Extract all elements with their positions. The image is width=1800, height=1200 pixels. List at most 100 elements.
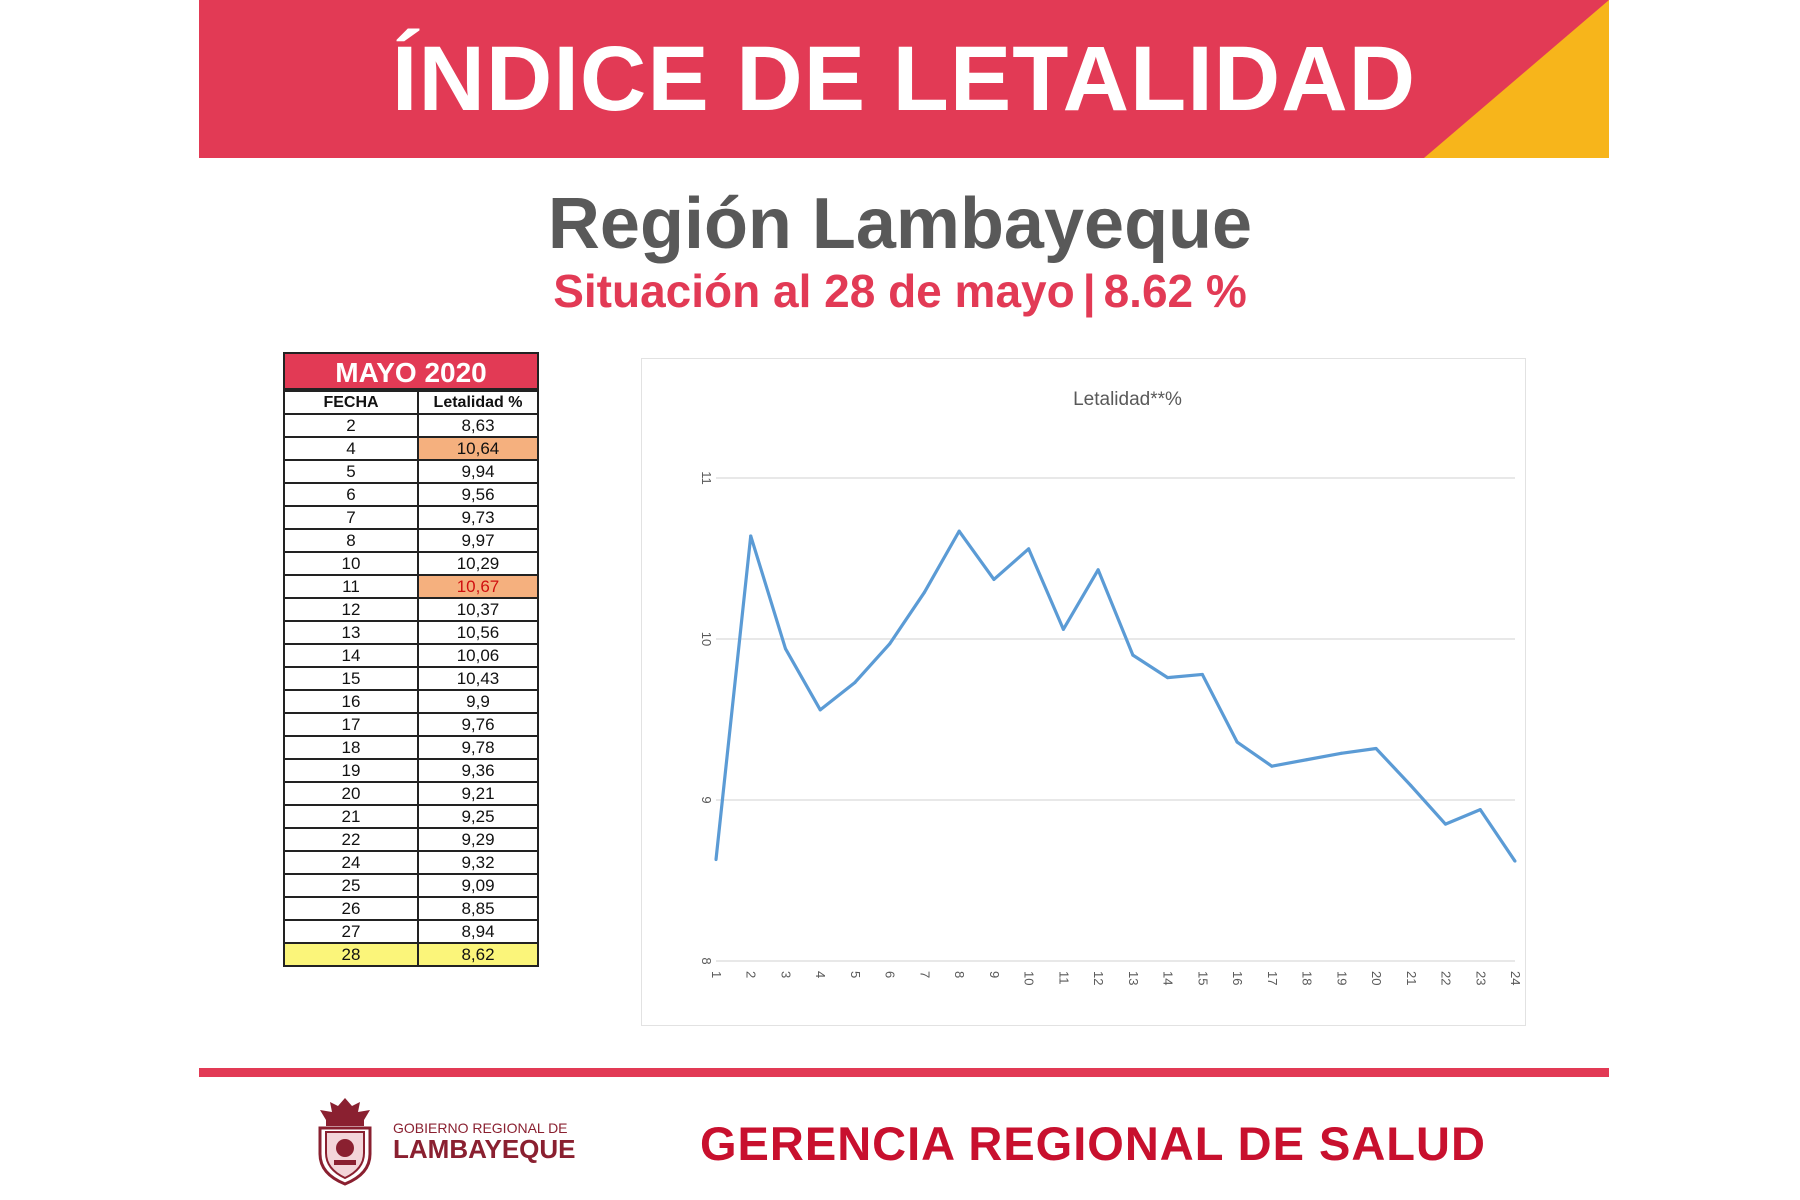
cell-fecha: 12 [283,597,419,622]
data-point [1027,547,1031,551]
table-row: 17 9,76 [283,712,539,737]
table-row: 10 10,29 [283,551,539,576]
data-point [1235,740,1239,744]
table-row: 6 9,56 [283,482,539,507]
logo-line-2: LAMBAYEQUE [393,1134,576,1164]
x-tick-label: 6 [883,971,898,978]
x-tick-label: 7 [917,971,932,978]
cell-letalidad: 9,73 [417,505,539,530]
chart-title: Letalidad**% [1073,389,1182,410]
data-point [749,534,753,538]
data-point [1305,758,1309,762]
x-tick-label: 12 [1091,971,1106,985]
cell-fecha: 15 [283,666,419,691]
y-tick-label: 8 [699,957,714,964]
table-row: 25 9,09 [283,873,539,898]
table-body: FECHA Letalidad % 2 8,63 4 10,64 5 9,94 6 9,56 7… [283,390,539,967]
series-line [714,529,1517,863]
x-tick-label: 19 [1334,971,1349,985]
cell-fecha: 13 [283,620,419,645]
table-row: 26 8,85 [283,896,539,921]
footer-title: GERENCIA REGIONAL DE SALUD [700,1117,1486,1170]
title-banner: ÍNDICE DE LETALIDAD [199,0,1609,158]
column-header-fecha: FECHA [283,390,419,415]
table-row: 8 9,97 [283,528,539,553]
table-row: 5 9,94 [283,459,539,484]
x-tick-label: 2 [744,971,759,978]
x-tick-label: 24 [1508,971,1523,985]
data-point [1374,746,1378,750]
table-row: 19 9,36 [283,758,539,783]
cell-fecha: 2 [283,413,419,438]
table-row: 15 10,43 [283,666,539,691]
cell-letalidad: 8,94 [417,919,539,944]
data-point [992,577,996,581]
table-row: 7 9,73 [283,505,539,530]
x-tick-label: 23 [1473,971,1488,985]
subtitle-value: 8.62 % [1103,265,1247,317]
data-point [1131,653,1135,657]
cell-fecha: 22 [283,827,419,852]
cell-fecha: 17 [283,712,419,737]
cell-fecha: 19 [283,758,419,783]
cell-fecha: 5 [283,459,419,484]
table-header-row: FECHA Letalidad % [283,390,539,415]
cell-letalidad: 9,94 [417,459,539,484]
regional-government-logo-icon [318,1098,372,1186]
x-tick-label: 14 [1161,971,1176,985]
data-point [783,647,787,651]
cell-letalidad: 9,78 [417,735,539,760]
table-row: 14 10,06 [283,643,539,668]
cell-letalidad: 9,29 [417,827,539,852]
cell-letalidad: 9,56 [417,482,539,507]
x-tick-label: 10 [1022,971,1037,985]
page-title: Región Lambayeque [547,184,1253,264]
x-tick-label: 11 [1056,971,1071,985]
data-point [1444,822,1448,826]
cell-fecha: 14 [283,643,419,668]
footer-divider [199,1068,1609,1077]
column-header-letalidad: Letalidad % [417,390,539,415]
cell-letalidad: 9,32 [417,850,539,875]
cell-fecha: 26 [283,896,419,921]
cell-letalidad: 9,9 [417,689,539,714]
x-tick-label: 15 [1195,971,1210,985]
table-row: 20 9,21 [283,781,539,806]
x-tick-label: 13 [1126,971,1141,985]
page-subtitle: Situación al 28 de mayo | 8.62 % [0,264,1800,318]
banner-title: ÍNDICE DE LETALIDAD [391,28,1417,130]
table-row: 18 9,78 [283,735,539,760]
table-title: MAYO 2020 [283,352,539,390]
cell-letalidad: 8,85 [417,896,539,921]
cell-letalidad: 9,25 [417,804,539,829]
x-tick-label: 20 [1369,971,1384,985]
cell-letalidad: 10,37 [417,597,539,622]
subtitle-separator: | [1082,265,1096,317]
cell-letalidad: 8,63 [417,413,539,438]
x-tick-label: 1 [709,971,724,978]
table-row: 11 10,67 [283,574,539,599]
cell-fecha: 18 [283,735,419,760]
x-tick-label: 5 [848,971,863,978]
cell-fecha: 7 [283,505,419,530]
cell-letalidad: 9,09 [417,873,539,898]
x-tick-label: 18 [1300,971,1315,985]
cell-letalidad: 8,62 [417,942,539,967]
chart-area [641,358,1526,1026]
data-point [888,642,892,646]
data-point [1409,784,1413,788]
data-point [818,708,822,712]
cell-fecha: 10 [283,551,419,576]
table-row: 21 9,25 [283,804,539,829]
cell-fecha: 24 [283,850,419,875]
table-row: 24 9,32 [283,850,539,875]
data-point [853,680,857,684]
cell-fecha: 16 [283,689,419,714]
data-point [1513,859,1517,863]
data-point [1339,751,1343,755]
cell-letalidad: 10,43 [417,666,539,691]
logo-line-1: GOBIERNO REGIONAL DE [393,1120,568,1136]
cell-fecha: 6 [283,482,419,507]
x-tick-label: 9 [987,971,1002,978]
